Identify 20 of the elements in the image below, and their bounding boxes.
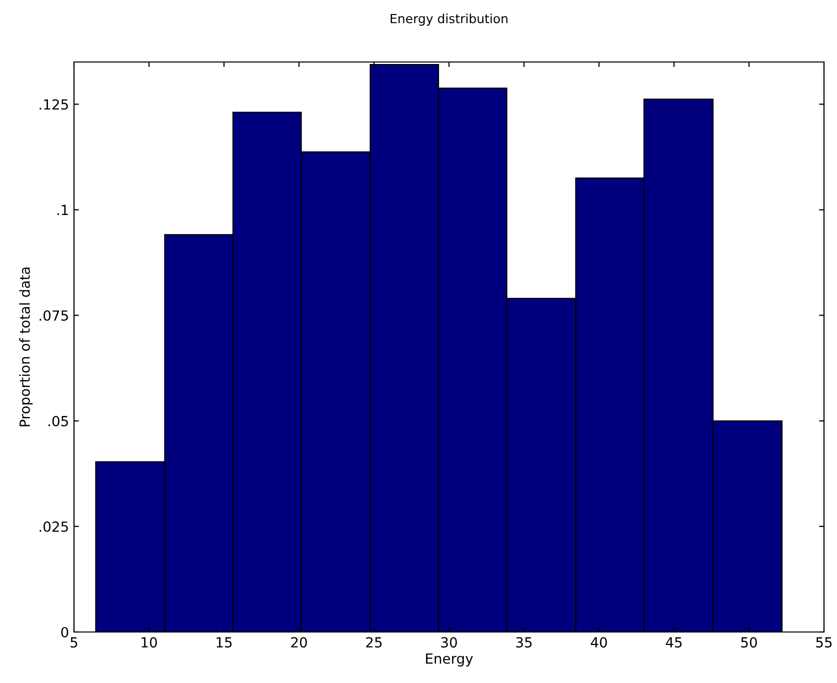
y-tick-label: .1 [57,204,68,216]
x-tick-label: 55 [816,637,832,648]
x-tick-label: 30 [441,637,457,648]
x-tick-label: 20 [291,637,307,648]
x-tick-label: 15 [216,637,232,648]
x-tick-label: 5 [70,637,78,648]
y-tick-label: .025 [40,521,68,532]
x-tick-label: 45 [666,637,682,648]
y-tick-label: 0 [61,626,68,638]
y-tick-label: .05 [48,416,68,426]
chart-title: Energy distribution [390,14,508,26]
y-tick-label: .125 [40,99,68,110]
x-tick-label: 35 [516,637,532,648]
x-tick-label: 50 [741,637,757,648]
x-tick-label: 25 [366,637,382,648]
y-axis-title: Proportion of total data [19,268,33,426]
x-tick-label: 10 [142,637,157,648]
x-axis-title: Energy [426,654,473,667]
x-tick-label: 40 [590,637,607,648]
y-tick-label: .075 [40,310,68,321]
